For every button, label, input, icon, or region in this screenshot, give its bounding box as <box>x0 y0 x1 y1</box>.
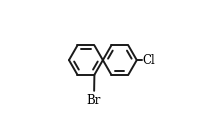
Text: Cl: Cl <box>142 54 154 67</box>
Text: Br: Br <box>86 94 100 107</box>
